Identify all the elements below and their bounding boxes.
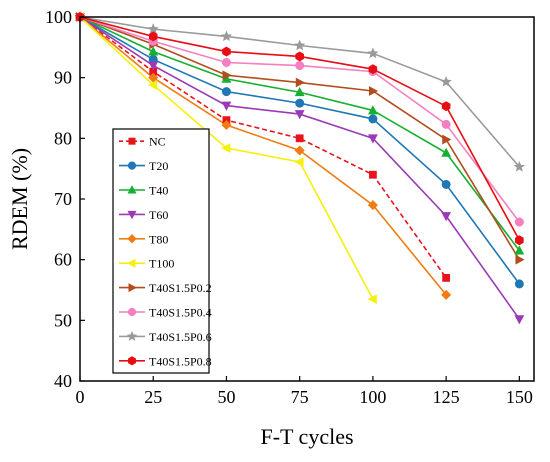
data-point xyxy=(514,315,525,325)
data-point xyxy=(295,77,305,88)
data-point xyxy=(369,86,379,96)
data-point xyxy=(369,170,377,179)
data-point xyxy=(148,31,158,42)
series-line xyxy=(79,16,447,296)
y-tick-label: 100 xyxy=(45,7,72,27)
data-point xyxy=(441,101,451,112)
y-tick-label: 90 xyxy=(54,68,72,88)
data-point xyxy=(147,23,159,34)
series-line xyxy=(79,16,447,279)
data-point xyxy=(442,134,452,145)
data-point xyxy=(147,80,158,90)
data-point xyxy=(515,254,525,265)
data-point xyxy=(294,110,305,120)
y-tick-label: 40 xyxy=(54,371,72,391)
data-point xyxy=(221,119,232,131)
data-point xyxy=(515,235,524,246)
legend-label: T40S1.5P0.8 xyxy=(149,354,212,368)
data-point xyxy=(442,273,451,282)
data-point xyxy=(513,160,525,172)
data-point xyxy=(441,179,451,189)
data-point xyxy=(127,258,136,268)
data-point xyxy=(127,234,137,244)
data-point xyxy=(441,212,452,222)
y-tick-label: 80 xyxy=(54,128,72,148)
data-point xyxy=(294,39,306,51)
x-axis-label: F-T cycles xyxy=(260,424,353,449)
x-tick-label: 150 xyxy=(506,387,533,407)
data-point xyxy=(126,330,138,341)
data-point xyxy=(295,134,304,143)
data-point xyxy=(222,46,231,57)
x-tick-label: 100 xyxy=(359,387,386,407)
axis-ticks: 0 25 50 75 100 125 150 40 50 60 70 80 90 100 xyxy=(45,7,533,407)
legend-label: T100 xyxy=(149,257,174,271)
data-point xyxy=(294,157,304,167)
data-point xyxy=(294,145,305,156)
data-point xyxy=(295,98,305,108)
data-point xyxy=(514,279,524,289)
data-point xyxy=(367,294,377,305)
data-point xyxy=(295,51,304,62)
data-point xyxy=(514,217,524,227)
data-point xyxy=(220,30,233,42)
y-axis-label: RDEM (%) xyxy=(7,148,32,250)
legend-label: T80 xyxy=(149,232,168,246)
data-point xyxy=(148,46,159,56)
data-point xyxy=(221,143,231,153)
legend-label: T60 xyxy=(149,208,168,222)
data-point xyxy=(221,87,231,97)
data-point xyxy=(368,64,378,75)
y-tick-label: 60 xyxy=(54,250,72,270)
legend-label: T20 xyxy=(149,159,168,173)
data-point xyxy=(367,200,378,211)
x-tick-label: 125 xyxy=(433,387,460,407)
data-point xyxy=(368,105,378,115)
legend-label: T40S1.5P0.6 xyxy=(149,330,212,344)
data-point xyxy=(294,86,305,97)
data-point xyxy=(514,245,525,255)
y-tick-label: 70 xyxy=(54,189,72,209)
data-point xyxy=(127,307,137,317)
data-point xyxy=(221,101,232,111)
data-point xyxy=(441,289,452,300)
data-point xyxy=(441,119,451,129)
data-point xyxy=(295,61,305,71)
legend-label: T40 xyxy=(149,184,168,198)
legend-label: T40S1.5P0.2 xyxy=(149,281,212,295)
data-point xyxy=(128,137,136,145)
data-point xyxy=(440,76,452,87)
data-point xyxy=(128,283,137,293)
data-point xyxy=(368,134,378,144)
data-point xyxy=(367,47,379,59)
data-point xyxy=(368,114,378,124)
x-tick-label: 0 xyxy=(76,387,85,407)
legend-label: NC xyxy=(149,135,166,149)
data-point xyxy=(441,147,452,157)
data-point xyxy=(127,161,137,170)
legend-box xyxy=(112,128,210,374)
legend-label: T40S1.5P0.4 xyxy=(149,306,212,320)
x-tick-label: 25 xyxy=(144,387,162,407)
data-point xyxy=(127,185,137,194)
data-point xyxy=(128,356,136,366)
data-point xyxy=(222,70,232,81)
data-point xyxy=(127,210,137,220)
x-tick-label: 75 xyxy=(291,387,309,407)
y-tick-label: 50 xyxy=(54,310,72,330)
data-point xyxy=(148,61,159,71)
data-point xyxy=(221,57,231,67)
legend: NC T20 T40 T60 T80 T100 T40S1.5P0.2 T40S1.5P0.4… xyxy=(112,128,212,374)
plot-markers xyxy=(74,11,525,325)
x-tick-label: 50 xyxy=(217,387,235,407)
